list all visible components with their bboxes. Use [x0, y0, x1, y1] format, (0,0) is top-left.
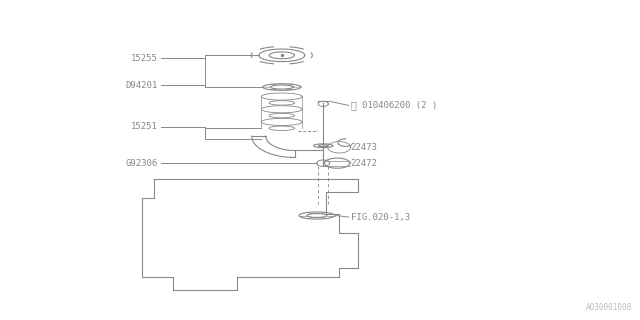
Text: A030001008: A030001008: [586, 303, 632, 312]
Text: 010406200 (2 ): 010406200 (2 ): [362, 101, 437, 110]
Text: D94201: D94201: [125, 81, 157, 90]
Text: 22472: 22472: [351, 159, 378, 168]
Text: 15255: 15255: [131, 54, 157, 63]
Text: 22473: 22473: [351, 143, 378, 152]
Text: G92306: G92306: [125, 159, 157, 168]
Text: Ⓑ: Ⓑ: [351, 100, 356, 110]
Text: 15251: 15251: [131, 122, 157, 131]
Text: FIG.020-1,3: FIG.020-1,3: [351, 212, 410, 222]
